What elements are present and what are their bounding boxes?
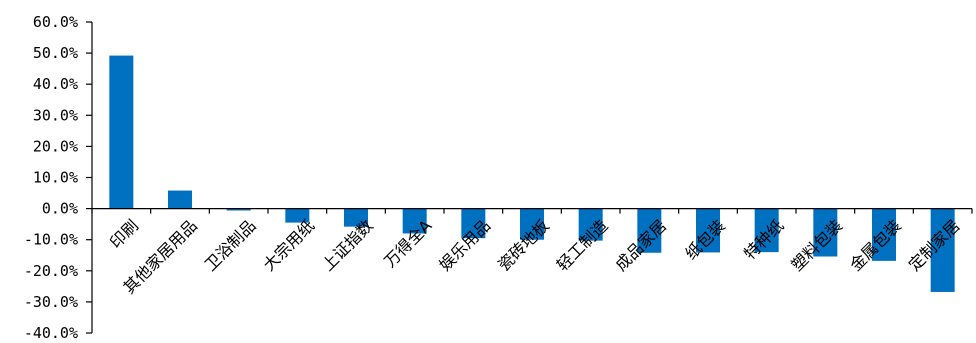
- bar: [754, 208, 779, 253]
- bar: [578, 208, 603, 241]
- y-tick-label: 60.0%: [33, 13, 78, 31]
- y-tick-label: -10.0%: [24, 231, 78, 249]
- y-tick-label: 0.0%: [42, 200, 78, 218]
- bar: [109, 55, 134, 209]
- x-axis: [91, 208, 973, 214]
- bar: [520, 208, 544, 240]
- bar: [696, 208, 720, 253]
- category-label: 卫浴制品: [201, 216, 260, 275]
- y-tick-label: -20.0%: [24, 262, 78, 280]
- bar: [872, 208, 896, 261]
- bar: [344, 208, 368, 227]
- bar: [402, 208, 427, 234]
- y-tick-label: 30.0%: [33, 106, 78, 124]
- y-tick-label: 10.0%: [33, 169, 78, 187]
- bar: [813, 208, 838, 257]
- y-tick-label: 20.0%: [33, 137, 78, 155]
- y-tick-label: 50.0%: [33, 44, 78, 62]
- bar: [226, 208, 251, 211]
- bar: [285, 208, 310, 223]
- bar: [637, 208, 662, 253]
- bar: [168, 190, 192, 209]
- bar: [930, 208, 955, 292]
- category-label: 印刷: [106, 216, 142, 252]
- y-tick-label: -30.0%: [24, 293, 78, 311]
- category-label: 大宗用纸: [259, 216, 318, 275]
- y-axis: 60.0% 50.0% 40.0% 30.0% 20.0% 10.0% 0.0% -10.0%…: [24, 13, 93, 342]
- bar: [461, 208, 486, 239]
- bars-group: [109, 55, 955, 292]
- y-tick-label: 40.0%: [33, 75, 78, 93]
- y-tick-label: -40.0%: [24, 324, 78, 342]
